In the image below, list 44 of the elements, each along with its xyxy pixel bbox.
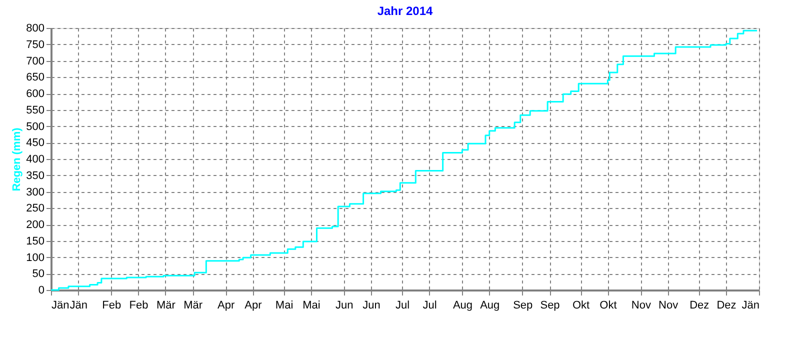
y-tick-label: 150: [26, 235, 44, 248]
y-tick-label: 800: [26, 22, 44, 34]
x-tick-label: Jän: [742, 300, 760, 312]
y-tick-label: 350: [26, 170, 44, 182]
x-tick-label: Nov: [658, 300, 679, 312]
x-tick-label: Apr: [244, 300, 262, 312]
y-tick-label: 0: [38, 284, 44, 296]
x-tick-label: Mai: [275, 300, 294, 312]
x-tick-label: Nov: [631, 300, 652, 312]
x-tick-label: Jul: [396, 300, 410, 312]
y-tick-label: 50: [32, 268, 44, 280]
y-tick-label: 450: [26, 137, 44, 150]
x-tick-label: Sep: [513, 300, 533, 312]
y-tick-label: 650: [26, 72, 44, 84]
y-tick-label: 600: [26, 88, 44, 100]
x-tick-label: Jun: [336, 300, 354, 312]
x-tick-label: Jän: [70, 300, 88, 312]
x-tick-label: Dez: [690, 300, 710, 312]
x-tick-label: Dez: [716, 300, 736, 312]
x-tick-label: Feb: [129, 300, 148, 312]
x-tick-label: Mär: [156, 300, 176, 312]
x-tick-label: Okt: [572, 300, 590, 312]
x-tick-label: Mär: [184, 300, 203, 312]
x-tick-label: Feb: [102, 300, 122, 312]
y-tick-label: 550: [26, 104, 44, 116]
y-tick-label: 700: [26, 55, 44, 68]
x-tick-label: Jul: [422, 300, 437, 312]
y-tick-label: 750: [26, 38, 44, 51]
y-tick-label: 400: [26, 154, 44, 166]
chart-title: Jahr 2014: [377, 4, 434, 18]
y-axis-title: Regen (mm): [11, 127, 24, 192]
x-tick-label: Mai: [302, 300, 320, 312]
x-tick-label: Aug: [480, 300, 500, 312]
y-tick-label: 500: [26, 120, 44, 133]
x-tick-label: Aug: [452, 300, 473, 312]
x-tick-label: Okt: [600, 300, 617, 312]
x-tick-label: Jän: [52, 300, 70, 312]
x-tick-label: Apr: [218, 300, 235, 312]
y-tick-label: 100: [26, 252, 44, 264]
x-tick-label: Sep: [540, 300, 560, 312]
x-tick-label: Jun: [362, 300, 380, 312]
y-tick-label: 300: [26, 186, 44, 198]
y-tick-label: 200: [26, 219, 44, 231]
y-tick-label: 250: [26, 202, 44, 215]
